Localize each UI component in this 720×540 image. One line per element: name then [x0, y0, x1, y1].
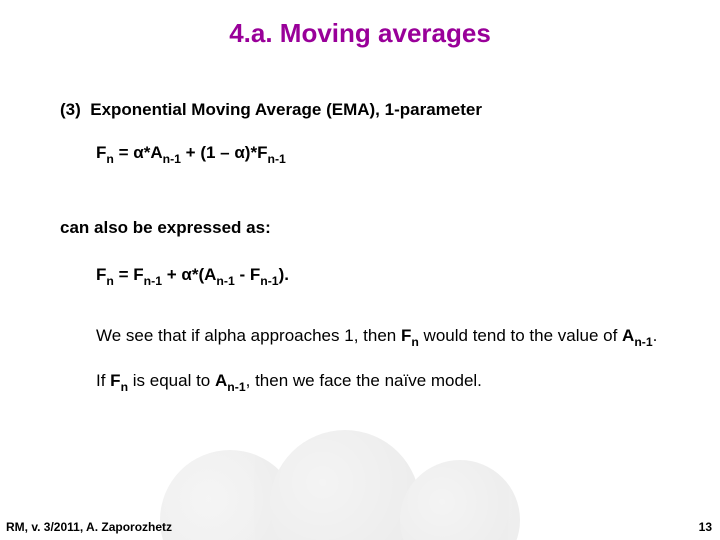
p1-t2: would tend to the value of	[419, 326, 622, 345]
p1-an-sub: n-1	[634, 335, 652, 349]
slide-title: 4.a. Moving averages	[0, 0, 720, 49]
f1-plus: + (1 – α)*F	[181, 143, 268, 162]
f2-a-sub: n-1	[216, 274, 234, 288]
background-coins-image	[160, 420, 540, 540]
slide: 4.a. Moving averages (3) Exponential Mov…	[0, 0, 720, 540]
heading-text: Exponential Moving Average (EMA), 1-para…	[90, 100, 482, 119]
p2-an: A	[215, 371, 227, 390]
f2-f-sub: n-1	[144, 274, 162, 288]
paragraph-1: We see that if alpha approaches 1, then …	[96, 325, 660, 350]
f1-a-sub: n-1	[163, 152, 181, 166]
p1-t1: We see that if alpha approaches 1, then	[96, 326, 401, 345]
f2-plus: + α*(A	[162, 265, 216, 284]
formula-2: Fn = Fn-1 + α*(An-1 - Fn-1).	[96, 264, 660, 289]
f1-fn-sub: n-1	[267, 152, 285, 166]
p2-t3: , then we face the naïve model.	[246, 371, 482, 390]
p2-t2: is equal to	[128, 371, 215, 390]
f1-lhs-sub: n	[106, 152, 113, 166]
f1-eq: = α*A	[114, 143, 163, 162]
paragraph-2: If Fn is equal to An-1, then we face the…	[96, 370, 660, 395]
p2-t1: If	[96, 371, 110, 390]
f2-eq: = F	[114, 265, 144, 284]
p2-fn: F	[110, 371, 120, 390]
footer-left: RM, v. 3/2011, A. Zaporozhetz	[6, 520, 172, 534]
f2-minus: - F	[235, 265, 261, 284]
f2-f2-sub: n-1	[260, 274, 278, 288]
slide-content: (3) Exponential Moving Average (EMA), 1-…	[0, 99, 720, 394]
p1-fn: F	[401, 326, 411, 345]
p1-fn-sub: n	[411, 335, 418, 349]
section-heading: (3) Exponential Moving Average (EMA), 1-…	[60, 99, 660, 120]
heading-number: (3)	[60, 100, 90, 119]
f2-lhs-sub: n	[106, 274, 113, 288]
f2-lhs: F	[96, 265, 106, 284]
page-number: 13	[699, 520, 712, 534]
p1-an: A	[622, 326, 634, 345]
f1-lhs: F	[96, 143, 106, 162]
p2-fn-sub: n	[121, 380, 128, 394]
f2-tail: ).	[279, 265, 289, 284]
formula-1: Fn = α*An-1 + (1 – α)*Fn-1	[96, 142, 660, 167]
expressed-as-label: can also be expressed as:	[60, 217, 660, 238]
p1-t3: .	[653, 326, 658, 345]
p2-an-sub: n-1	[227, 380, 245, 394]
